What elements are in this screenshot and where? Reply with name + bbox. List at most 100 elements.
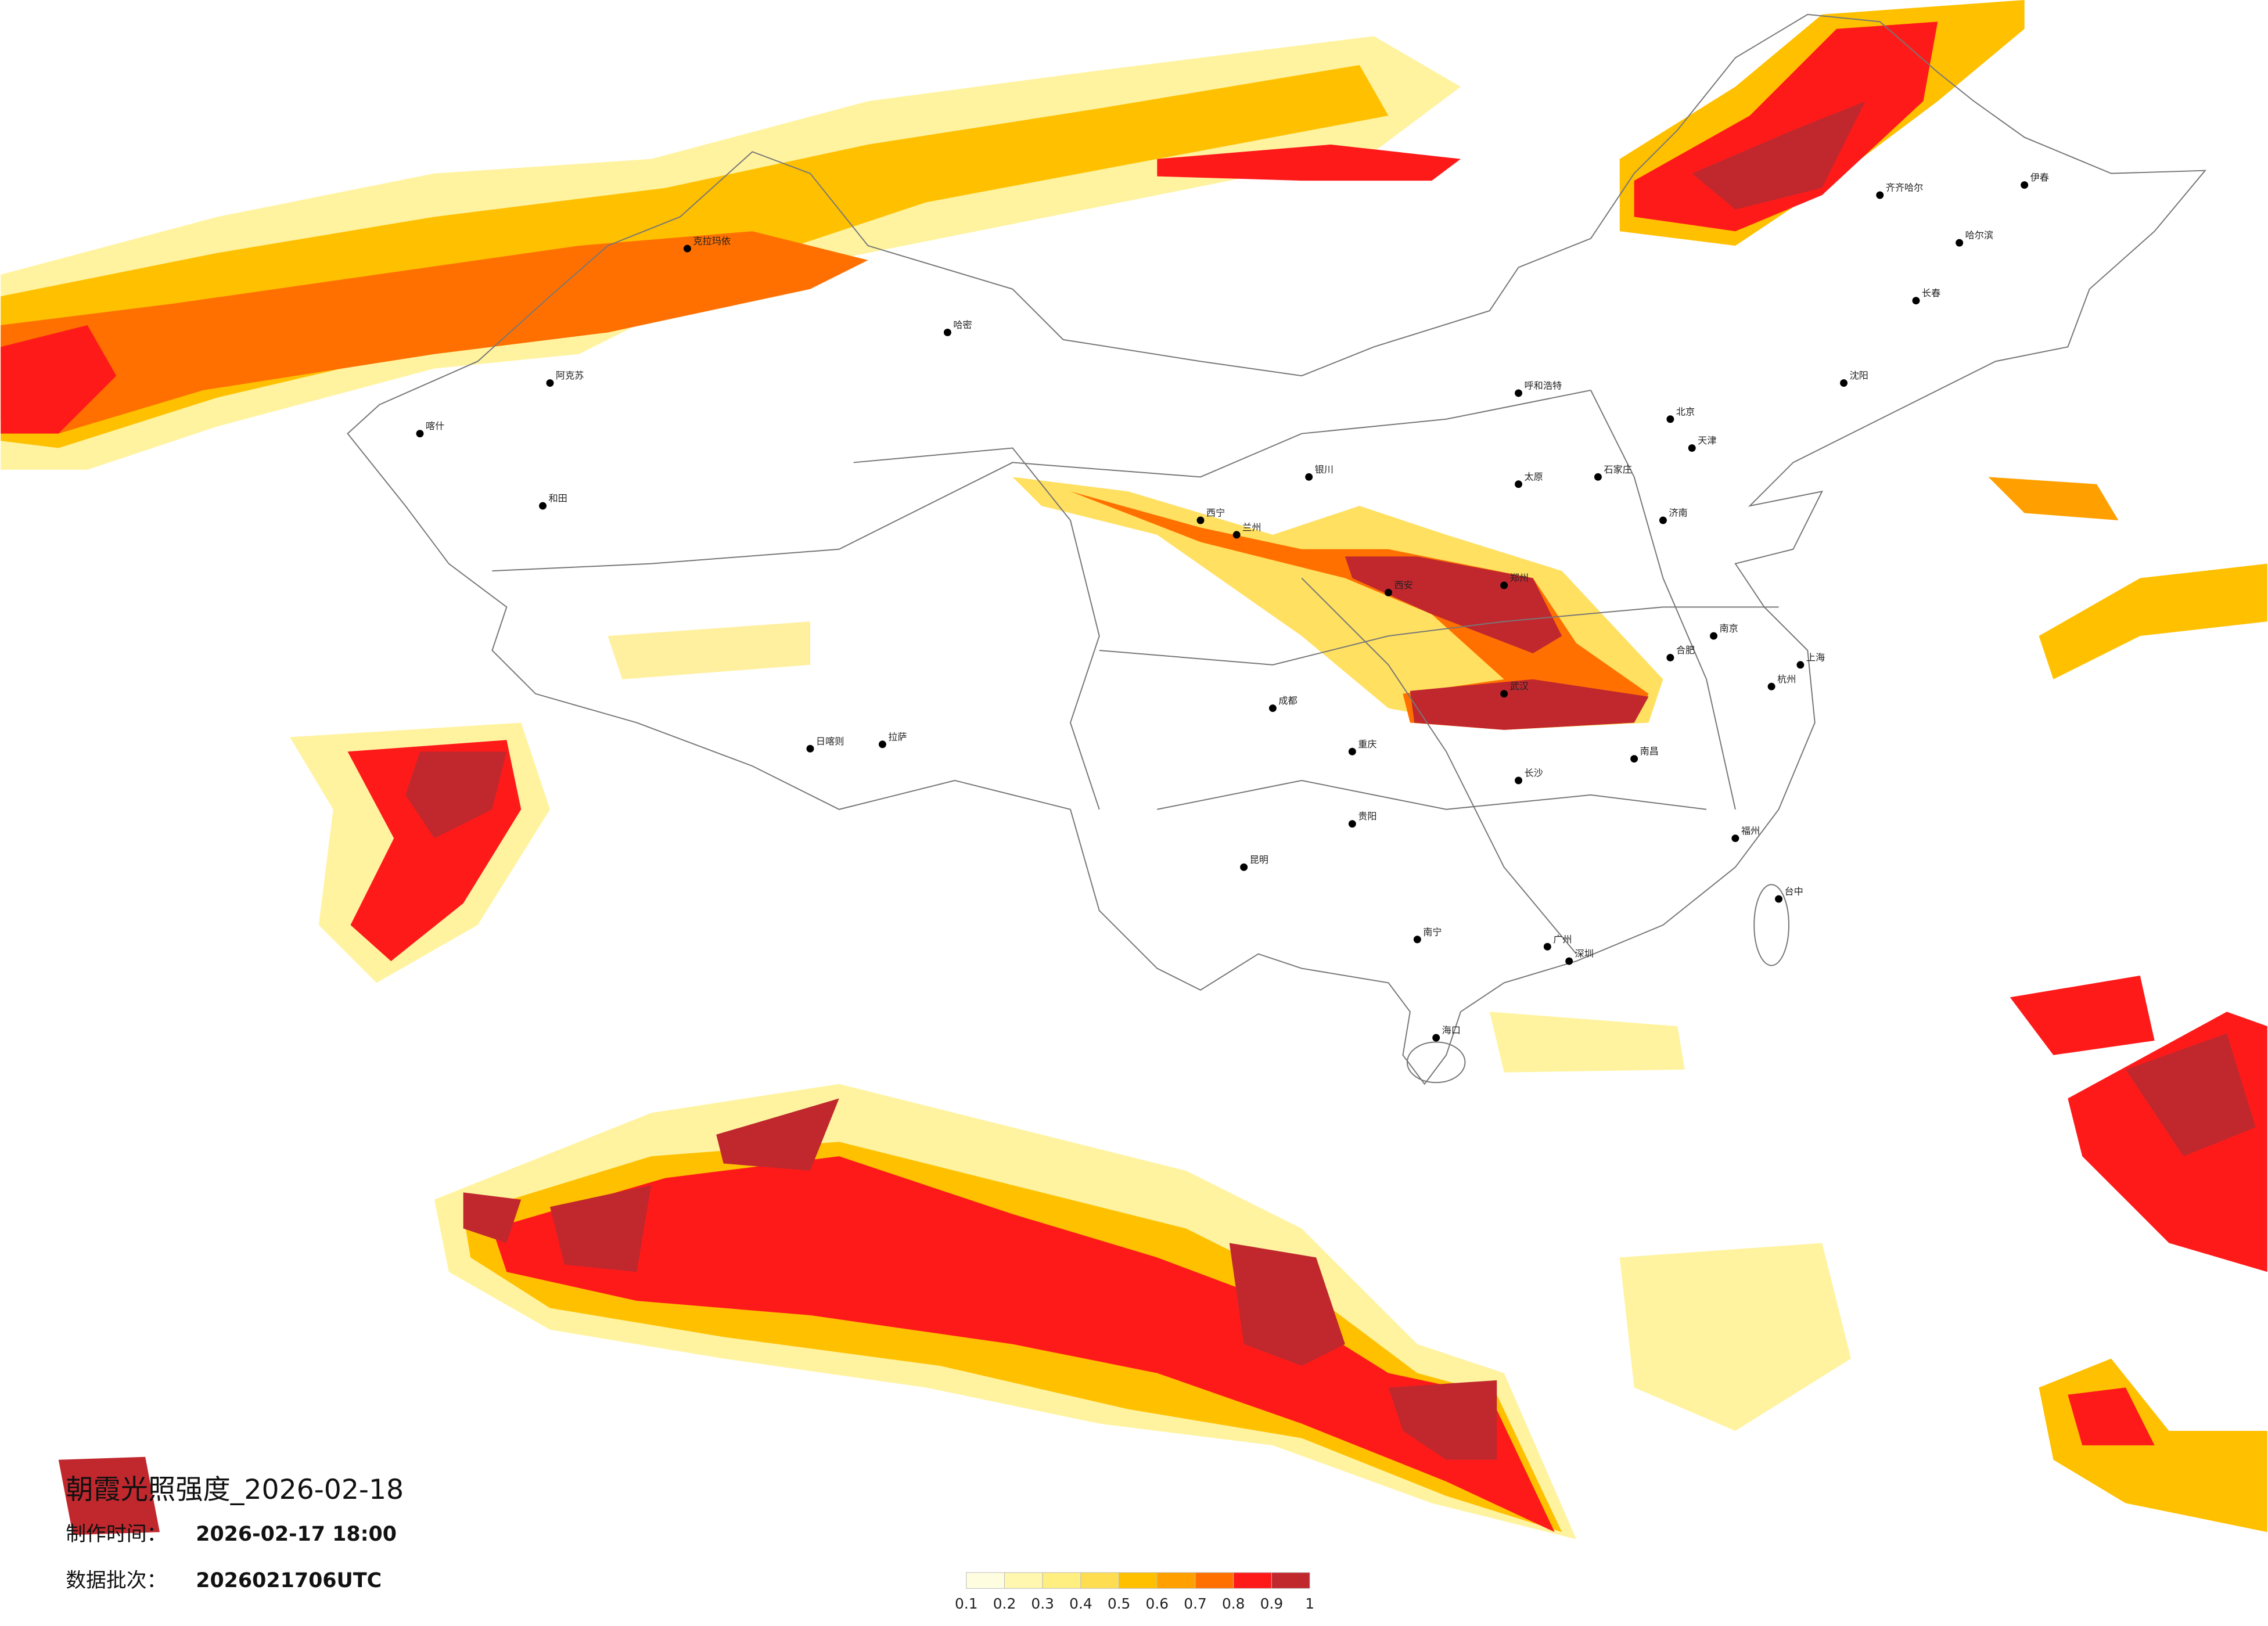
legend-swatch xyxy=(1119,1572,1158,1589)
city-dot xyxy=(546,379,554,387)
city-dot xyxy=(1956,239,1964,247)
boundaries xyxy=(347,13,2206,1085)
legend-tick-label: 0.1 xyxy=(955,1595,978,1612)
city-dot xyxy=(1876,191,1884,199)
city-dot xyxy=(1630,755,1638,763)
city-dot xyxy=(1731,834,1739,843)
batch-value: 2026021706UTC xyxy=(196,1569,382,1592)
city-label: 齐齐哈尔 xyxy=(1886,182,1924,193)
city-label: 南昌 xyxy=(1640,746,1659,757)
city-dot xyxy=(416,430,424,438)
city-label: 哈尔滨 xyxy=(1965,230,1993,241)
legend-swatch xyxy=(1156,1572,1196,1589)
city-label: 兰州 xyxy=(1242,521,1261,533)
city-label: 克拉玛依 xyxy=(693,236,731,247)
city-dot xyxy=(1594,473,1602,481)
city-dot xyxy=(878,740,886,749)
city-label: 郑州 xyxy=(1510,573,1529,584)
legend-tick-label: 0.4 xyxy=(1069,1595,1092,1612)
legend-swatch xyxy=(1271,1572,1310,1589)
city-dot xyxy=(1767,682,1775,690)
legend-tick-label: 0.8 xyxy=(1222,1595,1245,1612)
heat-field xyxy=(1,0,2267,1539)
city-dot xyxy=(539,502,547,510)
city-label: 广州 xyxy=(1553,934,1572,945)
city-dot xyxy=(1912,297,1920,305)
city-dot xyxy=(1432,1034,1440,1042)
city-dot xyxy=(2021,181,2029,189)
city-label: 上海 xyxy=(1806,652,1825,663)
city-dot xyxy=(683,244,691,253)
city-dot xyxy=(1840,379,1848,387)
city-dot xyxy=(1305,473,1313,481)
city-label: 和田 xyxy=(549,493,567,504)
city-label: 贵阳 xyxy=(1358,811,1376,822)
city-dot xyxy=(1348,820,1356,828)
legend-swatch xyxy=(1004,1572,1043,1589)
legend-tick-label: 0.9 xyxy=(1260,1595,1284,1612)
legend-swatch xyxy=(1080,1572,1120,1589)
city-label: 呼和浩特 xyxy=(1525,380,1562,391)
legend-tick-label: 0.3 xyxy=(1031,1595,1054,1612)
city-dot xyxy=(1775,895,1783,903)
city-label: 南宁 xyxy=(1423,926,1442,937)
city-label: 伊春 xyxy=(2030,172,2049,183)
info-block: 朝霞光照强度_2026-02-18 制作时间： 2026-02-17 18:00… xyxy=(66,1474,404,1592)
legend-swatch xyxy=(1042,1572,1081,1589)
city-dot xyxy=(806,744,814,753)
legend-tick-label: 1 xyxy=(1305,1595,1314,1612)
city-dot xyxy=(1666,653,1674,661)
city-label: 长沙 xyxy=(1525,768,1543,779)
city-label: 拉萨 xyxy=(888,731,907,742)
city-label: 北京 xyxy=(1676,406,1695,417)
city-label: 济南 xyxy=(1669,508,1687,519)
city-dot xyxy=(1240,863,1248,871)
map-title: 朝霞光照强度_2026-02-18 xyxy=(66,1474,404,1506)
city-label: 杭州 xyxy=(1777,674,1796,685)
city-dot xyxy=(1515,389,1523,397)
city-dot xyxy=(1500,581,1508,589)
batch-label: 数据批次： xyxy=(66,1569,167,1592)
city-label: 哈密 xyxy=(953,319,972,330)
city-dot xyxy=(1196,516,1205,524)
city-label: 太原 xyxy=(1525,471,1543,482)
city-dot xyxy=(1268,704,1277,713)
city-label: 台中 xyxy=(1785,886,1803,897)
city-dot xyxy=(1796,661,1805,669)
city-dot xyxy=(1515,776,1523,785)
legend-tick-label: 0.5 xyxy=(1108,1595,1131,1612)
production-time-label: 制作时间： xyxy=(66,1523,167,1546)
city-label: 南京 xyxy=(1720,623,1738,634)
color-legend: 0.1 0.2 0.3 0.4 0.5 0.6 0.7 0.8 0.9 1 xyxy=(955,1572,1314,1612)
city-label: 成都 xyxy=(1278,695,1297,706)
city-label: 重庆 xyxy=(1358,739,1376,750)
legend-swatch xyxy=(966,1572,1005,1589)
city-dot xyxy=(1348,747,1356,756)
city-label: 阿克苏 xyxy=(556,370,584,381)
city-label: 西安 xyxy=(1394,580,1413,591)
legend-swatch xyxy=(1233,1572,1272,1589)
city-dot xyxy=(1659,516,1667,524)
city-label: 日喀则 xyxy=(816,736,844,747)
city-label: 武汉 xyxy=(1510,681,1529,692)
city-dot xyxy=(1413,936,1421,944)
city-label: 石家庄 xyxy=(1604,464,1631,475)
city-dot xyxy=(1500,690,1508,698)
city-dot xyxy=(1515,480,1523,488)
legend-tick-label: 0.7 xyxy=(1184,1595,1207,1612)
city-dot xyxy=(1543,942,1551,951)
city-label: 西宁 xyxy=(1206,508,1225,519)
city-label: 长春 xyxy=(1922,287,1940,298)
city-dot xyxy=(1710,632,1718,640)
city-dot xyxy=(943,328,951,336)
city-dot xyxy=(1666,415,1674,423)
legend-tick-label: 0.6 xyxy=(1146,1595,1169,1612)
city-label: 喀什 xyxy=(426,420,444,431)
city-label: 天津 xyxy=(1698,435,1716,446)
city-label: 银川 xyxy=(1315,464,1334,475)
city-label: 海口 xyxy=(1442,1025,1461,1036)
city-label: 沈阳 xyxy=(1850,370,1868,381)
city-label: 福州 xyxy=(1741,825,1760,836)
